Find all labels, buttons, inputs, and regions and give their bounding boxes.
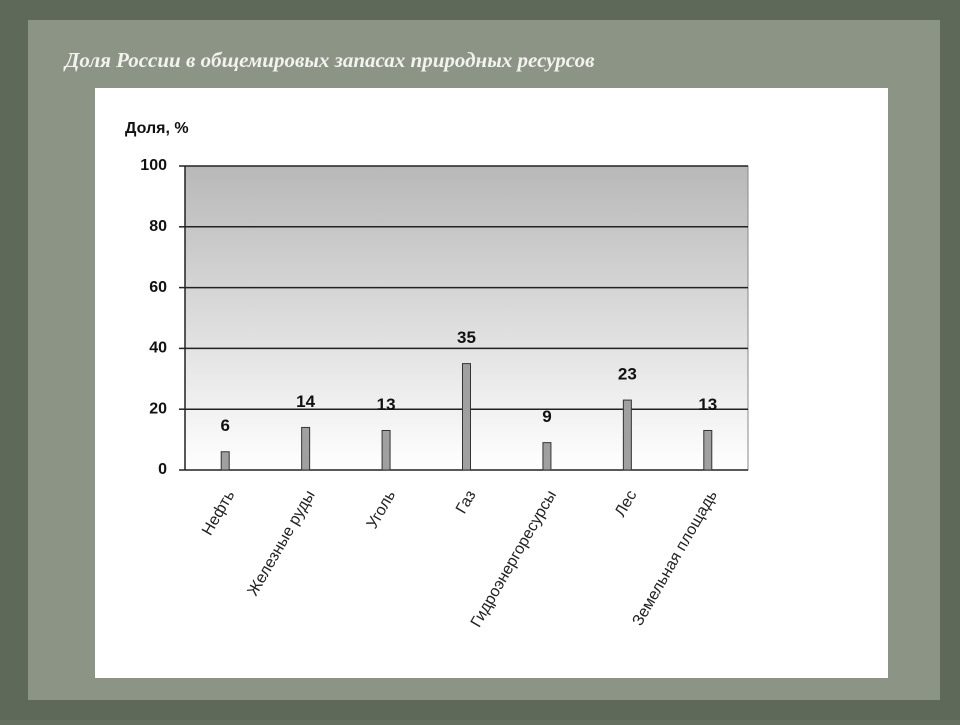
y-axis-label: Доля, % <box>125 120 189 137</box>
bar <box>381 429 391 471</box>
bar <box>703 429 713 471</box>
y-tick-label: 100 <box>140 157 167 174</box>
bar <box>220 451 230 471</box>
y-tick-label: 0 <box>158 461 167 478</box>
value-label: 23 <box>618 365 637 384</box>
value-label: 6 <box>220 416 229 435</box>
y-tick-label: 40 <box>149 340 167 357</box>
bar <box>301 426 311 471</box>
value-label: 14 <box>296 392 315 411</box>
slide-title: Доля России в общемировых запасах природ… <box>63 48 595 72</box>
y-tick-label: 60 <box>149 279 167 296</box>
value-label: 13 <box>698 395 717 414</box>
value-label: 13 <box>377 395 396 414</box>
bar <box>462 363 471 471</box>
bar <box>542 442 552 471</box>
y-tick-label: 80 <box>149 218 167 235</box>
y-tick-label: 20 <box>149 400 167 417</box>
bar <box>622 399 632 471</box>
value-label: 9 <box>542 407 551 426</box>
value-label: 35 <box>457 328 476 347</box>
